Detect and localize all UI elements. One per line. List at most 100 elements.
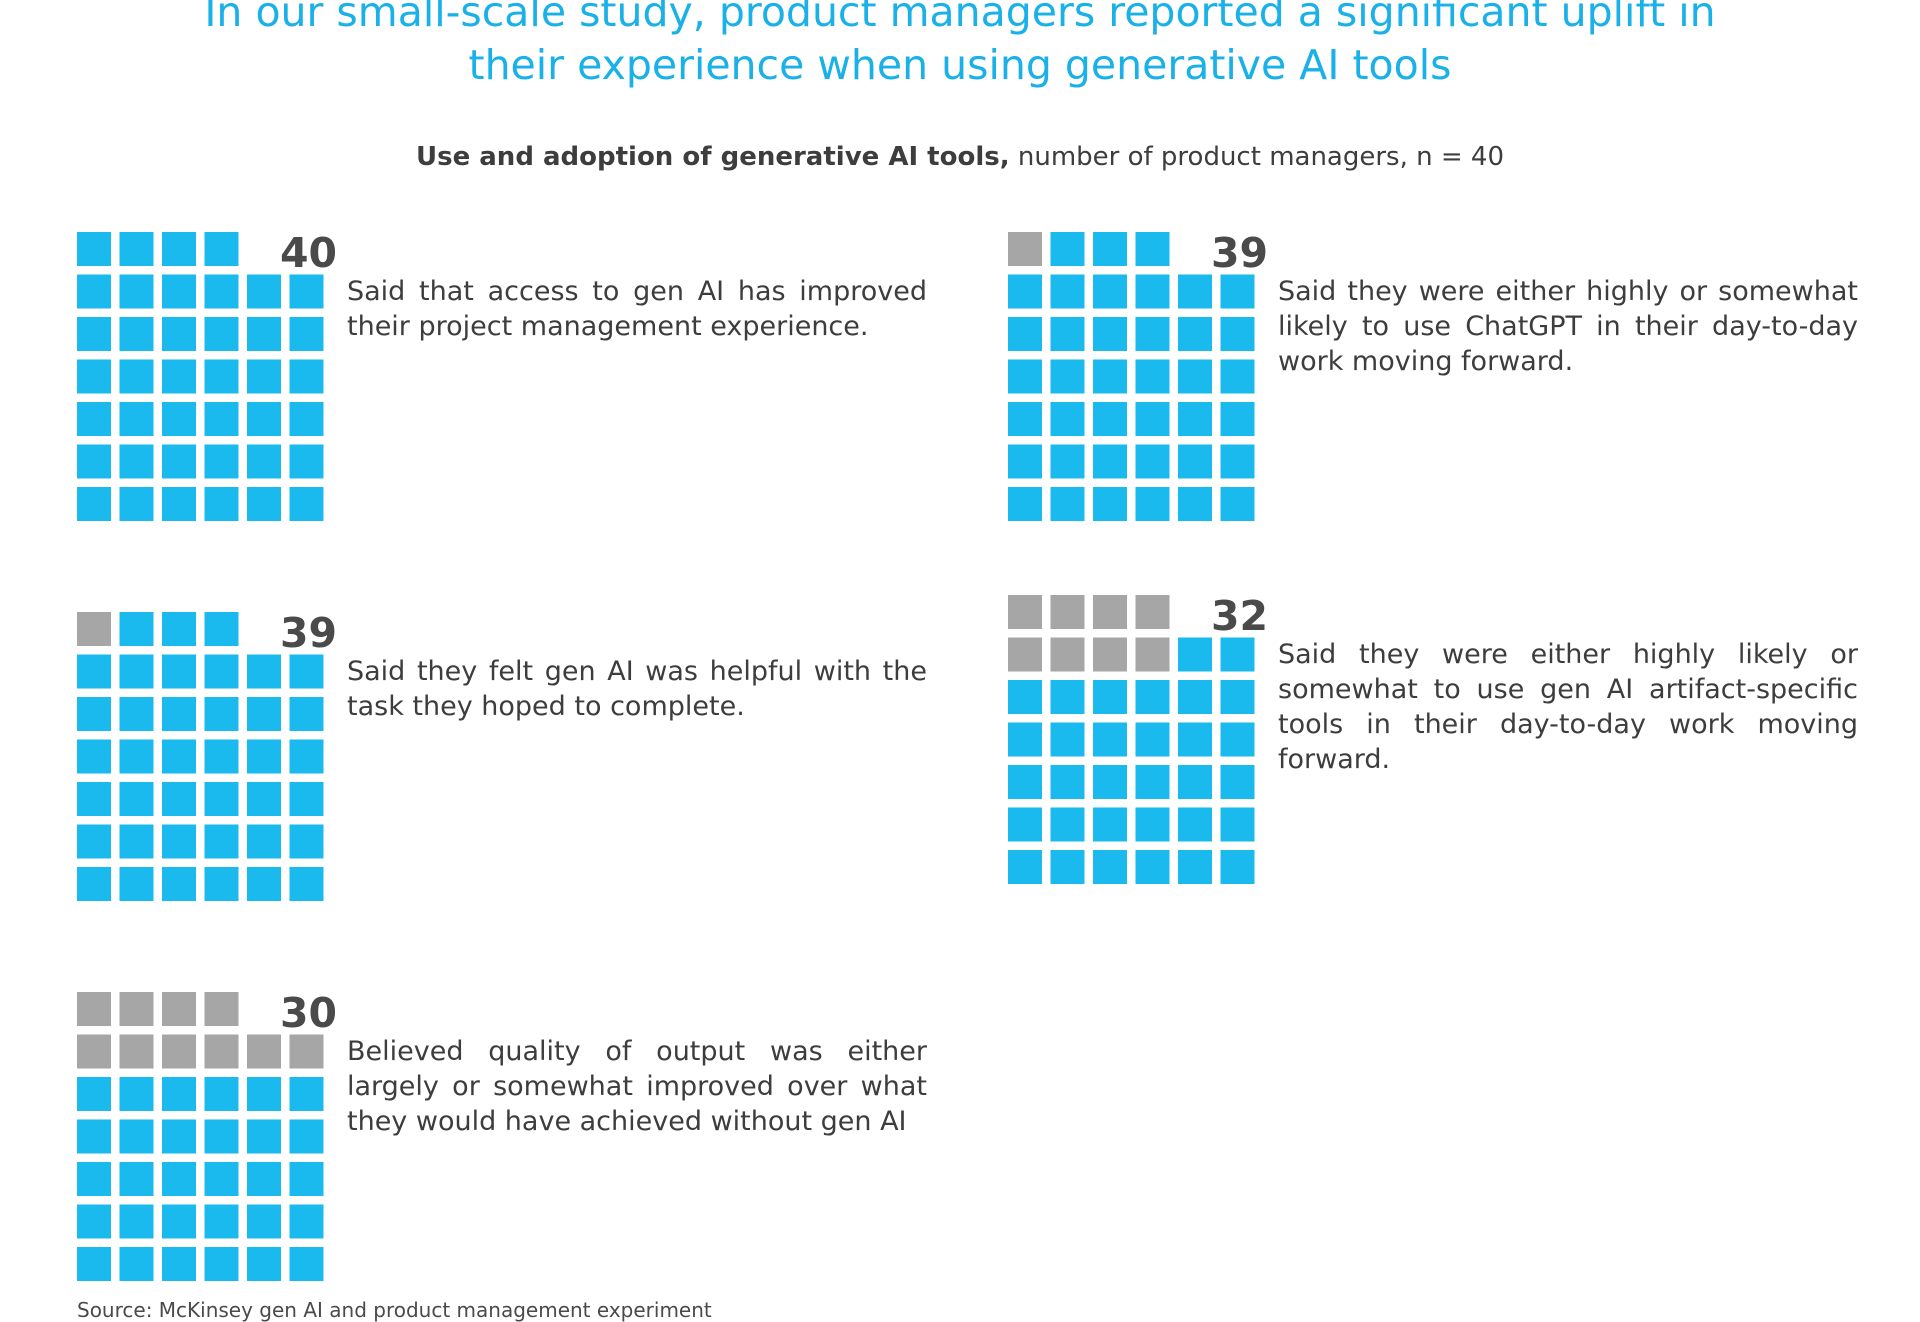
waffle-cell-empty: [77, 992, 111, 1026]
waffle-cell-filled: [77, 1162, 111, 1196]
waffle-cell-filled: [1008, 765, 1042, 799]
waffle-cell-filled: [1093, 444, 1127, 479]
waffle-cell-filled: [204, 1077, 239, 1111]
waffle-cell-filled: [162, 697, 196, 731]
waffle-description: Said they were either highly or somewhat…: [1278, 276, 1858, 377]
waffle-cell-filled: [162, 654, 196, 689]
waffle-cell-filled: [204, 1119, 239, 1154]
waffle-cell-filled: [289, 487, 324, 521]
waffle-cell-filled: [77, 232, 111, 266]
waffle-cell-filled: [289, 359, 324, 394]
waffle-cell-filled: [1008, 722, 1042, 757]
waffle-cell-filled: [204, 487, 239, 521]
waffle-cell-filled: [247, 1204, 281, 1239]
waffle-cell-filled: [204, 1162, 239, 1196]
waffle-cell-filled: [247, 654, 281, 689]
waffle-cell-filled: [1050, 850, 1085, 884]
subtitle-rest: number of product managers, n = 40: [1009, 142, 1504, 172]
waffle-cell-filled: [77, 782, 111, 816]
waffle-cell-filled: [1178, 637, 1212, 672]
waffle-cell-filled: [1008, 359, 1042, 394]
waffle-cell-filled: [1135, 765, 1170, 799]
waffle-description: Said that access to gen AI has improved …: [347, 276, 927, 342]
waffle-cell-filled: [1220, 722, 1255, 757]
waffle-cell-empty: [119, 992, 154, 1026]
waffle-cell-empty: [77, 612, 111, 646]
waffle-cell-filled: [289, 1247, 324, 1281]
waffle-cell-filled: [77, 1204, 111, 1239]
waffle-cell-empty: [247, 1034, 281, 1069]
waffle-cell-filled: [77, 444, 111, 479]
waffle-count: 39: [1210, 229, 1268, 277]
waffle-cell-filled: [289, 274, 324, 309]
waffle-cell-empty: [289, 1034, 324, 1069]
waffle-grid: [1008, 595, 1255, 884]
waffle-cell-filled: [1220, 444, 1255, 479]
waffle-cell-filled: [1008, 487, 1042, 521]
waffle-cell-filled: [289, 697, 324, 731]
waffle-cell-filled: [119, 782, 154, 816]
waffle-count: 39: [279, 609, 337, 657]
waffle-cell-filled: [289, 1162, 324, 1196]
waffle-cell-filled: [289, 444, 324, 479]
waffle-cell-filled: [1178, 359, 1212, 394]
waffle-cell-filled: [1220, 317, 1255, 351]
source-note: Source: McKinsey gen AI and product mana…: [77, 1298, 712, 1322]
waffle-cell-empty: [1008, 595, 1042, 629]
waffle-cell-filled: [162, 232, 196, 266]
waffle-cell-filled: [289, 317, 324, 351]
waffle-cell-filled: [1178, 765, 1212, 799]
waffle-cell-filled: [1093, 402, 1127, 436]
waffle-cell-filled: [162, 487, 196, 521]
waffle-cell-filled: [119, 612, 154, 646]
waffle-cell-filled: [77, 402, 111, 436]
waffle-cell-filled: [77, 274, 111, 309]
waffle-cell-filled: [1093, 807, 1127, 842]
waffle-cell-filled: [1050, 807, 1085, 842]
waffle-cell-filled: [1093, 722, 1127, 757]
waffle-cell-empty: [1050, 595, 1085, 629]
waffle-cell-filled: [162, 402, 196, 436]
waffle-cell-filled: [247, 402, 281, 436]
waffle-cell-filled: [119, 487, 154, 521]
waffle-cell-filled: [77, 697, 111, 731]
waffle-cell-filled: [77, 867, 111, 901]
waffle-cell-filled: [1008, 317, 1042, 351]
waffle-cell-filled: [204, 232, 239, 266]
waffle-cell-filled: [1135, 274, 1170, 309]
waffle-cell-filled: [1093, 487, 1127, 521]
waffle-cell-filled: [247, 274, 281, 309]
waffle-cell-empty: [1008, 232, 1042, 266]
waffle-cell-filled: [204, 697, 239, 731]
waffle-cell-filled: [162, 1077, 196, 1111]
waffle-cell-filled: [77, 824, 111, 859]
waffle-cell-filled: [1050, 765, 1085, 799]
waffle-cell-filled: [1050, 487, 1085, 521]
waffle-cell-filled: [162, 867, 196, 901]
waffle-cell-filled: [162, 1119, 196, 1154]
waffle-cell-filled: [162, 782, 196, 816]
waffle-count: 32: [1210, 592, 1268, 640]
waffle-description: Believed quality of output was either la…: [347, 1036, 927, 1137]
waffle-cell-filled: [1178, 274, 1212, 309]
waffle-cell-filled: [1050, 317, 1085, 351]
waffle-cell-filled: [1093, 232, 1127, 266]
waffle-cell-filled: [1050, 359, 1085, 394]
waffle-cell-filled: [1093, 765, 1127, 799]
waffle-cell-filled: [162, 1162, 196, 1196]
waffle-cell-filled: [247, 1247, 281, 1281]
waffle-cell-filled: [289, 402, 324, 436]
waffle-cell-filled: [289, 1204, 324, 1239]
waffle-cell-filled: [1093, 274, 1127, 309]
waffle-cell-filled: [289, 1077, 324, 1111]
waffle-cell-filled: [119, 654, 154, 689]
waffle-cell-empty: [162, 1034, 196, 1069]
waffle-cell-filled: [1050, 722, 1085, 757]
waffle-cell-filled: [119, 274, 154, 309]
waffle-cell-filled: [119, 824, 154, 859]
waffle-cell-empty: [1135, 637, 1170, 672]
waffle-cell-filled: [247, 867, 281, 901]
waffle-cell-filled: [1135, 402, 1170, 436]
waffle-cell-filled: [204, 654, 239, 689]
waffle-cell-filled: [247, 782, 281, 816]
